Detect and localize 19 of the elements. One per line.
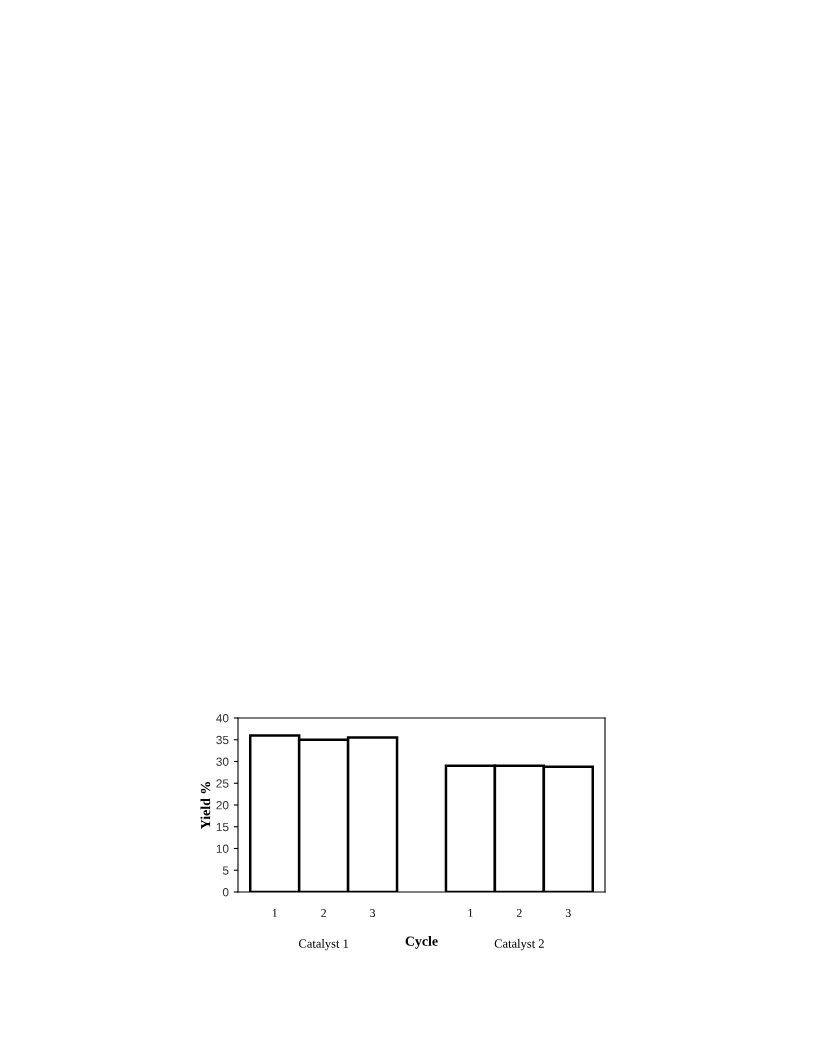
y-tick-label: 15 bbox=[216, 822, 229, 832]
x-tick-label: 3 bbox=[565, 909, 571, 917]
x-tick-label: 1 bbox=[272, 909, 277, 917]
y-tick-label: 10 bbox=[216, 844, 229, 853]
x-tick-label: 3 bbox=[370, 909, 376, 917]
y-tick-label: 20 bbox=[216, 801, 229, 810]
y-axis-title: Yield % bbox=[200, 782, 211, 829]
y-tick-label: 25 bbox=[216, 779, 229, 788]
y-tick-label: 40 bbox=[216, 714, 229, 723]
x-tick-label: 2 bbox=[516, 909, 522, 917]
text: Catalyst 1 bbox=[298, 938, 349, 951]
x-axis-title: Cycle bbox=[405, 936, 438, 949]
x-tick-label: 1 bbox=[468, 909, 473, 917]
y-tick-label: 35 bbox=[216, 735, 229, 745]
y-tick-label: 5 bbox=[222, 866, 229, 875]
text: Catalyst 2 bbox=[494, 938, 544, 951]
y-tick-label: 0 bbox=[222, 888, 229, 897]
y-tick-label: 30 bbox=[216, 757, 229, 766]
x-tick-label: 2 bbox=[321, 909, 326, 917]
